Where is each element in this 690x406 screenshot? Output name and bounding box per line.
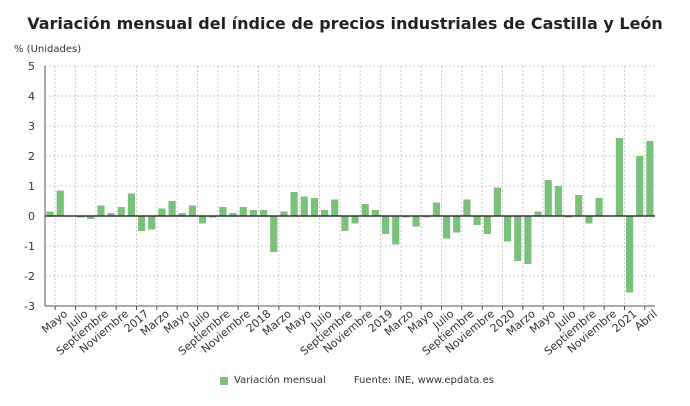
bar [168,201,176,216]
bar [188,205,196,216]
bar [473,216,481,225]
bar [514,216,522,261]
bar [351,216,359,224]
bar [626,216,634,293]
bar [331,199,339,216]
bar [382,216,390,234]
y-tick-label: 4 [28,90,35,103]
bar [270,216,278,252]
bar [249,210,257,216]
bar [412,216,420,227]
bar [310,198,318,216]
y-tick-label: 5 [28,60,35,73]
bar [392,216,400,245]
y-tick-label: -2 [24,270,35,283]
source-text: Fuente: INE, www.epdata.es [353,375,494,386]
bar [483,216,491,234]
bar [127,193,135,216]
bar [341,216,349,231]
bar [280,211,288,216]
bar [646,141,654,216]
y-tick-label: 1 [28,180,35,193]
bar [97,205,105,216]
bar [239,207,247,216]
bar [148,216,156,230]
bar [178,213,186,216]
bar [585,216,593,224]
bar [321,210,329,216]
bar [443,216,451,239]
bar [300,196,308,216]
bar [46,211,54,216]
bar [504,216,512,242]
bar [615,138,623,216]
bar [453,216,461,233]
y-tick-label: 3 [28,120,35,133]
bar [290,192,298,216]
bar [158,208,166,216]
y-tick-label: 2 [28,150,35,163]
bar [595,198,603,216]
y-tick-label: 0 [28,210,35,223]
bar [199,216,207,224]
bar [524,216,532,264]
bar [56,190,64,216]
bar [361,204,369,216]
bar [575,195,583,216]
bar [219,207,227,216]
x-tick-label: Abril [632,307,660,333]
bar [138,216,146,231]
legend: Variación mensual Fuente: INE, www.epdat… [220,375,494,386]
y-tick-label: -3 [24,300,35,313]
bar [371,210,379,216]
bar [554,186,562,216]
bar [544,180,552,216]
bar [229,213,237,216]
bar [636,156,644,216]
bar [87,216,95,219]
y-axis-label: % (Unidades) [14,44,82,55]
bar [117,207,125,216]
bar [432,202,440,216]
chart-title: Variación mensual del índice de precios … [27,14,663,33]
y-tick-label: -1 [24,240,35,253]
bar [463,199,471,216]
legend-label: Variación mensual [234,375,326,386]
bar [534,211,542,216]
legend-swatch [220,376,228,385]
bar [493,187,501,216]
bar [260,210,268,216]
bar [107,213,115,216]
